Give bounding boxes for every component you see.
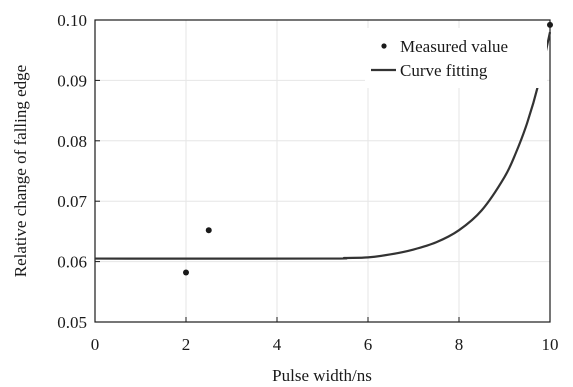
- y-tick-label: 0.08: [57, 132, 87, 151]
- y-tick-label: 0.09: [57, 71, 87, 90]
- y-tick-label: 0.10: [57, 11, 87, 30]
- data-point: [205, 227, 212, 234]
- x-tick-label: 2: [182, 335, 191, 354]
- legend-label-measured: Measured value: [400, 37, 508, 56]
- y-axis-ticks: 0.05 0.06 0.07 0.08 0.09 0.10: [57, 11, 100, 332]
- legend-background: [365, 28, 547, 88]
- series-curve-fitting: [94, 31, 552, 260]
- y-axis-title: Relative change of falling edge: [11, 65, 30, 277]
- x-tick-label: 10: [542, 335, 559, 354]
- x-axis-title: Pulse width/ns: [272, 366, 372, 385]
- x-axis-ticks: 0 2 4 6 8 10: [91, 317, 559, 354]
- x-tick-label: 0: [91, 335, 100, 354]
- legend: Measured value Curve fitting: [365, 28, 547, 88]
- y-tick-label: 0.07: [57, 192, 87, 211]
- x-tick-label: 8: [455, 335, 464, 354]
- y-tick-label: 0.06: [57, 253, 87, 272]
- y-tick-label: 0.05: [57, 313, 87, 332]
- legend-label-fitting: Curve fitting: [400, 61, 488, 80]
- x-tick-label: 6: [364, 335, 373, 354]
- plot-frame: [94, 19, 551, 323]
- data-point: [183, 269, 189, 276]
- data-point: [547, 21, 553, 28]
- x-tick-label: 4: [273, 335, 282, 354]
- legend-marker-measured: [381, 43, 387, 49]
- series-measured-value: [183, 21, 553, 276]
